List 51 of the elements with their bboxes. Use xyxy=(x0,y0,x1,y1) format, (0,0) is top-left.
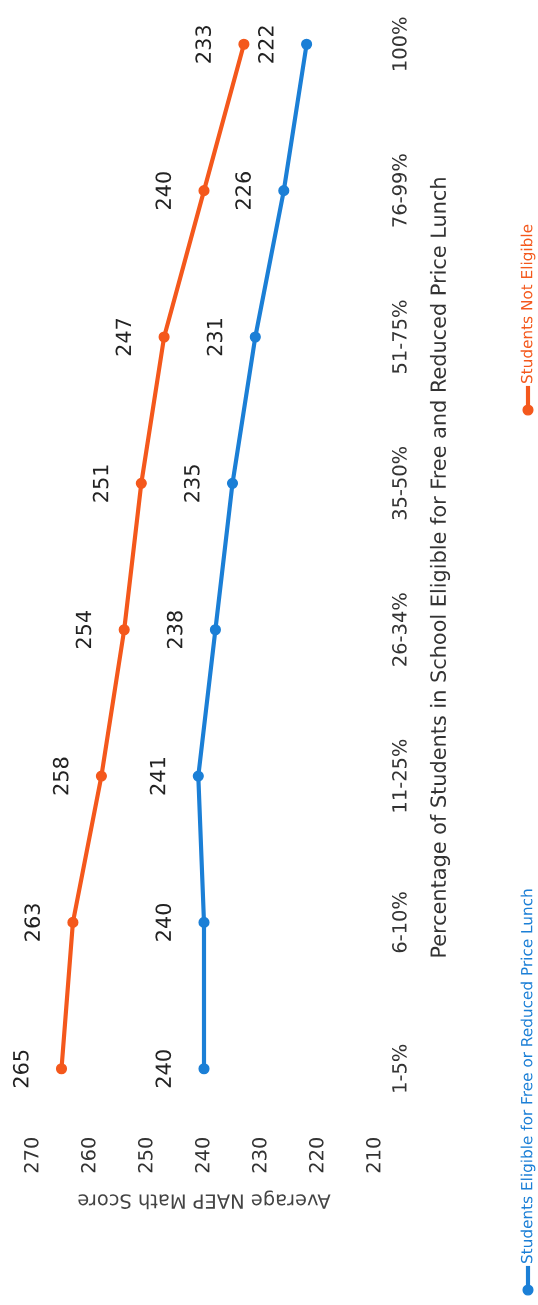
y-tick-label: 6-10% xyxy=(392,892,407,953)
point xyxy=(238,38,250,50)
data-label: 265 xyxy=(12,1050,29,1088)
data-label: 258 xyxy=(52,757,69,795)
point xyxy=(135,477,147,489)
x-tick-label: 270 xyxy=(23,1137,39,1173)
point xyxy=(55,1063,68,1075)
text: Students Eligible for Free or Reduced Price Lunch xyxy=(520,889,536,1263)
point xyxy=(301,38,313,50)
y-tick-label: 35-50% xyxy=(392,446,407,520)
point xyxy=(278,185,290,197)
data-label: 235 xyxy=(183,465,200,502)
y-tick-label: 100% xyxy=(392,17,407,70)
data-label: 231 xyxy=(206,319,223,356)
y-tick-label: 51-75% xyxy=(392,300,407,373)
data-label: 263 xyxy=(24,904,41,941)
x-tick-label: 230 xyxy=(251,1137,267,1173)
text: Students Not Eligible xyxy=(520,224,536,383)
point xyxy=(209,624,221,636)
point xyxy=(95,770,107,782)
data-label: 241 xyxy=(149,758,166,795)
x-tick-label: 250 xyxy=(137,1137,153,1173)
data-label: 240 xyxy=(155,903,172,941)
data-label: 240 xyxy=(155,172,172,209)
data-label: 226 xyxy=(235,172,251,209)
y-tick-label: 11-25% xyxy=(392,739,407,812)
point xyxy=(118,624,130,636)
y-tick-label: 26-34% xyxy=(392,593,407,666)
x-tick-label: 220 xyxy=(308,1137,324,1173)
data-label: 222 xyxy=(258,26,274,63)
data-label: 238 xyxy=(166,611,183,649)
data-label: 240 xyxy=(155,1050,172,1088)
x-tick-label: 240 xyxy=(194,1137,210,1173)
point xyxy=(67,916,79,928)
point xyxy=(198,1063,210,1075)
point xyxy=(226,477,239,489)
point xyxy=(158,331,170,343)
point xyxy=(198,916,210,928)
point xyxy=(249,331,261,343)
data-label: 251 xyxy=(92,465,109,502)
y-axis-title: Percentage of Students in School Eligible for Free and Reduced Price Lunch xyxy=(429,178,451,957)
point xyxy=(198,185,210,197)
y-tick-label: 1-5% xyxy=(392,1044,407,1092)
x-axis-title: Average NAEP Math Score xyxy=(78,1190,331,1210)
point xyxy=(192,770,204,782)
y-tick-label: 76-99% xyxy=(392,154,407,227)
data-label: 233 xyxy=(195,26,212,63)
x-tick-label: 210 xyxy=(365,1137,381,1173)
x-tick-label: 260 xyxy=(80,1137,96,1173)
data-label: 254 xyxy=(75,610,92,649)
data-label: 247 xyxy=(115,318,131,356)
